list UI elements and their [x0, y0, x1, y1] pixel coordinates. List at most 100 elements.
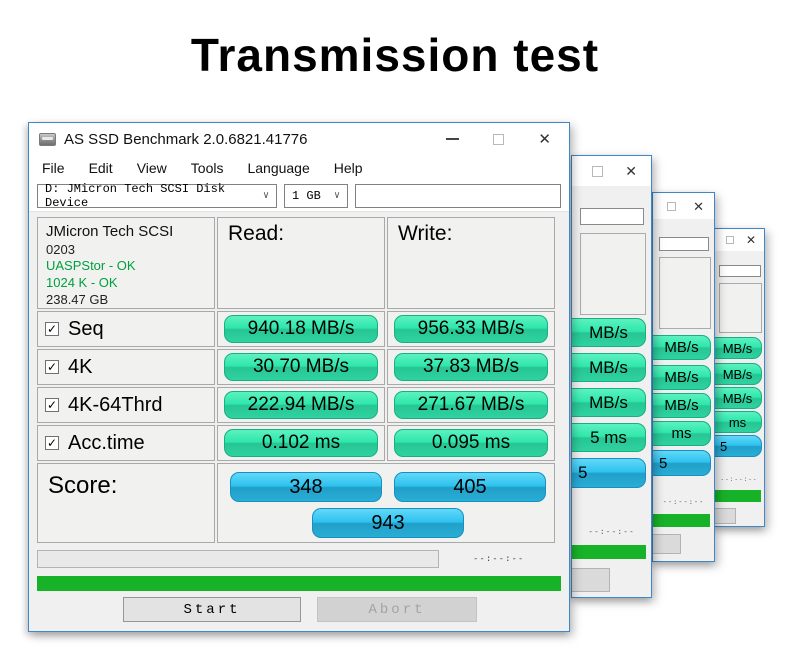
drive-capacity: 238.47 GB [46, 292, 109, 308]
seq-read-value: 940.18 MB/s [224, 315, 378, 343]
titlebar: ✕ [714, 229, 764, 251]
4k-write-cell: 37.83 MB/s [387, 349, 555, 385]
result-pill: MB/s [653, 393, 711, 418]
drive-select[interactable]: D: JMicron Tech SCSI Disk Device ∨ [37, 182, 277, 210]
result-pill: MB/s [653, 335, 711, 360]
row-label-4k64thrd: ✓ 4K-64Thrd [37, 387, 215, 423]
abort-button[interactable]: Abort [317, 597, 477, 622]
drive-select-value: D: JMicron Tech SCSI Disk Device [45, 182, 226, 210]
row-label: Acc.time [68, 431, 145, 454]
close-icon[interactable]: ✕ [693, 198, 704, 214]
chevron-down-icon: ∨ [333, 191, 340, 202]
window-title: AS SSD Benchmark 2.0.6821.41776 [64, 130, 308, 148]
score-pill: 5 [572, 458, 646, 488]
time-display: --:--:-- [588, 527, 635, 536]
result-pill: 5 ms [572, 423, 646, 452]
titlebar: ✕ [572, 156, 651, 186]
drive-firmware: 0203 [46, 241, 75, 257]
background-window-2[interactable]: ✕ MB/s MB/s MB/s ms 5 --:--:-- [652, 192, 715, 562]
time-display: --:--:-- [720, 476, 758, 483]
info-panel [580, 233, 646, 315]
maximize-icon[interactable] [667, 201, 677, 211]
4k64thrd-read-cell: 222.94 MB/s [217, 387, 385, 423]
textbox[interactable] [580, 208, 644, 225]
4k-read-value: 30.70 MB/s [224, 353, 378, 381]
row-label: Seq [68, 317, 104, 340]
acctime-write-cell: 0.095 ms [387, 425, 555, 461]
maximize-icon[interactable] [592, 165, 604, 177]
row-label-acctime: ✓ Acc.time [37, 425, 215, 461]
info-panel [719, 283, 762, 333]
button-stub[interactable] [714, 508, 736, 524]
score-panel: 348 405 943 [217, 463, 555, 543]
progress-bar [572, 545, 646, 559]
acctime-checkbox[interactable]: ✓ [45, 436, 59, 450]
start-button[interactable]: Start [123, 597, 301, 622]
score-pill: 5 [714, 435, 762, 457]
toolbar: D: JMicron Tech SCSI Disk Device ∨ 1 GB … [29, 181, 569, 211]
close-icon[interactable]: ✕ [745, 233, 756, 247]
benchmark-content: JMicron Tech SCSI 0203 UASPStor - OK 102… [29, 211, 569, 631]
acctime-write-value: 0.095 ms [394, 429, 548, 457]
overall-progress-bar [37, 576, 561, 591]
progress-row: --:--:-- [37, 550, 561, 568]
result-pill: MB/s [653, 365, 711, 390]
chevron-down-icon: ∨ [262, 191, 269, 202]
score-write-value: 405 [394, 472, 546, 502]
maximize-icon[interactable] [493, 133, 505, 145]
result-pill: MB/s [572, 388, 646, 417]
4k-read-cell: 30.70 MB/s [217, 349, 385, 385]
background-window-3[interactable]: ✕ MB/s MB/s MB/s ms 5 --:--:-- [713, 228, 765, 527]
info-panel [659, 257, 711, 329]
acctime-read-cell: 0.102 ms [217, 425, 385, 461]
score-label: Score: [37, 463, 215, 543]
main-window: AS SSD Benchmark 2.0.6821.41776 ✕ File E… [28, 122, 570, 632]
menu-tools[interactable]: Tools [190, 160, 224, 176]
titlebar: AS SSD Benchmark 2.0.6821.41776 ✕ [29, 123, 569, 155]
4k-checkbox[interactable]: ✓ [45, 360, 59, 374]
drive-model: JMicron Tech SCSI [46, 223, 174, 240]
app-icon [39, 132, 56, 146]
score-read-value: 348 [230, 472, 382, 502]
menu-language[interactable]: Language [247, 160, 310, 176]
seq-write-value: 956.33 MB/s [394, 315, 548, 343]
menu-edit[interactable]: Edit [88, 160, 113, 176]
status-textbox[interactable] [355, 184, 561, 208]
read-column-header: Read: [217, 217, 385, 309]
button-stub[interactable] [653, 534, 681, 554]
button-stub[interactable] [572, 568, 610, 592]
row-label-4k: ✓ 4K [37, 349, 215, 385]
seq-checkbox[interactable]: ✓ [45, 322, 59, 336]
write-column-header: Write: [387, 217, 555, 309]
textbox[interactable] [719, 265, 761, 277]
result-pill: MB/s [714, 337, 762, 359]
test-size-value: 1 GB [292, 189, 321, 203]
textbox[interactable] [659, 237, 709, 251]
close-icon[interactable]: ✕ [538, 130, 551, 148]
test-size-select[interactable]: 1 GB ∨ [284, 184, 348, 208]
menu-help[interactable]: Help [333, 160, 363, 176]
titlebar: ✕ [653, 193, 714, 219]
acctime-read-value: 0.102 ms [224, 429, 378, 457]
score-total-value: 943 [312, 508, 464, 538]
4k64thrd-write-cell: 271.67 MB/s [387, 387, 555, 423]
4k64thrd-checkbox[interactable]: ✓ [45, 398, 59, 412]
row-label: 4K [68, 355, 93, 378]
result-pill: MB/s [572, 318, 646, 347]
menubar: File Edit View Tools Language Help [29, 155, 569, 181]
score-pill: 5 [653, 450, 711, 476]
4k64thrd-write-value: 271.67 MB/s [394, 391, 548, 419]
row-label-seq: ✓ Seq [37, 311, 215, 347]
result-pill: ms [653, 421, 711, 446]
close-icon[interactable]: ✕ [625, 163, 637, 179]
seq-read-cell: 940.18 MB/s [217, 311, 385, 347]
row-label: 4K-64Thrd [68, 393, 163, 416]
menu-view[interactable]: View [136, 160, 167, 176]
progress-bar [653, 514, 710, 527]
maximize-icon[interactable] [725, 236, 734, 244]
menu-file[interactable]: File [42, 160, 65, 176]
driver-status: UASPStor - OK [46, 258, 136, 274]
minimize-icon[interactable] [446, 138, 460, 140]
background-window-1[interactable]: ✕ MB/s MB/s MB/s 5 ms 5 --:--:-- [571, 155, 652, 598]
